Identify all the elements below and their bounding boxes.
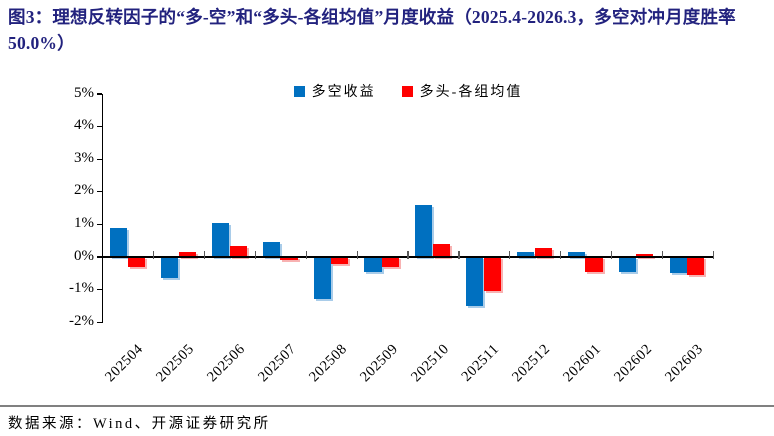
y-axis-label: 0% (74, 247, 94, 264)
bar-多空收益-202508 (313, 257, 331, 300)
legend-label-long-minus-avg: 多头-各组均值 (419, 85, 523, 100)
y-axis-label: -1% (69, 280, 94, 297)
y-axis-tick (96, 321, 102, 323)
x-axis-tick (407, 251, 409, 259)
bar-多空收益-202505 (161, 257, 179, 279)
legend-item-long-minus-avg: 多头-各组均值 (401, 81, 523, 101)
y-axis-label: 2% (74, 182, 94, 199)
bar-多头-各组均值-202602 (636, 253, 654, 257)
y-axis-tick (96, 125, 102, 128)
bar-多空收益-202603 (669, 257, 687, 274)
x-axis-tick (254, 251, 257, 259)
bar-多头-各组均值-202601 (585, 257, 603, 272)
y-axis-label: 4% (74, 117, 94, 134)
bar-多空收益-202506 (211, 222, 230, 257)
bar-多头-各组均值-202510 (432, 243, 451, 257)
y-axis-label: -2% (69, 312, 94, 329)
bar-多头-各组均值-202603 (687, 257, 705, 275)
bar-多空收益-202601 (567, 252, 586, 257)
legend-item-long-short: 多空收益 (293, 81, 376, 101)
bar-多空收益-202510 (415, 204, 433, 257)
y-axis-tick (96, 191, 102, 193)
legend-swatch-long-short (293, 85, 305, 97)
y-axis-line (101, 94, 104, 323)
bar-多空收益-202507 (262, 242, 280, 257)
page-title: 图3：理想反转因子的“多-空”和“多头-各组均值”月度收益（2025.4-202… (8, 7, 736, 53)
legend-swatch-long-minus-avg (401, 85, 413, 97)
x-axis-tick (509, 251, 511, 259)
y-axis-tick (96, 288, 102, 291)
x-axis-tick (356, 251, 358, 259)
bar-多空收益-202509 (364, 257, 382, 272)
bar-多头-各组均值-202504 (127, 257, 145, 267)
bar-多空收益-202511 (466, 257, 484, 306)
x-axis-tick (153, 251, 155, 259)
y-axis-tick (96, 158, 102, 160)
bar-多头-各组均值-202511 (483, 257, 501, 292)
legend: 多空收益 多头-各组均值 (103, 81, 713, 101)
legend-label-long-short: 多空收益 (311, 85, 376, 100)
x-axis-tick (458, 251, 460, 259)
y-axis-tick (96, 256, 102, 258)
y-axis-tick (96, 93, 102, 95)
y-axis-label: 3% (74, 149, 94, 166)
data-source: 数据来源：Wind、开源证券研究所 (8, 416, 271, 432)
separator-line (0, 405, 774, 408)
bar-多头-各组均值-202508 (331, 257, 349, 264)
x-axis-tick (712, 251, 714, 259)
bar-多空收益-202504 (110, 227, 128, 257)
x-axis-tick (204, 251, 206, 259)
bar-多头-各组均值-202512 (534, 247, 552, 257)
x-axis-tick (560, 251, 562, 259)
y-axis-tick (96, 223, 102, 226)
bar-多头-各组均值-202505 (178, 252, 196, 257)
bar-多空收益-202602 (618, 257, 636, 272)
x-axis-tick (610, 251, 613, 259)
bar-多空收益-202512 (517, 252, 535, 257)
bar-多头-各组均值-202507 (280, 257, 298, 261)
y-axis-label: 5% (74, 84, 94, 101)
y-axis-label: 1% (74, 214, 94, 231)
x-axis-tick (661, 251, 663, 259)
x-axis-tick (305, 251, 308, 259)
bar-多头-各组均值-202509 (382, 257, 400, 267)
bar-多头-各组均值-202506 (229, 245, 247, 257)
